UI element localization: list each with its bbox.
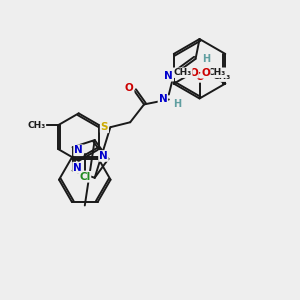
Text: CH₃: CH₃ bbox=[207, 68, 226, 77]
Text: H: H bbox=[173, 99, 181, 110]
Text: N: N bbox=[158, 94, 167, 104]
Text: N: N bbox=[74, 145, 83, 155]
Text: O: O bbox=[195, 72, 204, 82]
Text: S: S bbox=[101, 122, 108, 132]
Text: O: O bbox=[201, 68, 210, 78]
Text: O: O bbox=[189, 68, 198, 78]
Text: O: O bbox=[125, 82, 134, 93]
Text: Cl: Cl bbox=[79, 172, 90, 182]
Text: CH₃: CH₃ bbox=[212, 72, 230, 81]
Text: N: N bbox=[99, 151, 108, 161]
Text: N: N bbox=[73, 163, 82, 172]
Text: N: N bbox=[164, 71, 173, 81]
Text: H: H bbox=[202, 54, 211, 64]
Text: CH₃: CH₃ bbox=[27, 121, 45, 130]
Text: CH₃: CH₃ bbox=[174, 68, 192, 77]
